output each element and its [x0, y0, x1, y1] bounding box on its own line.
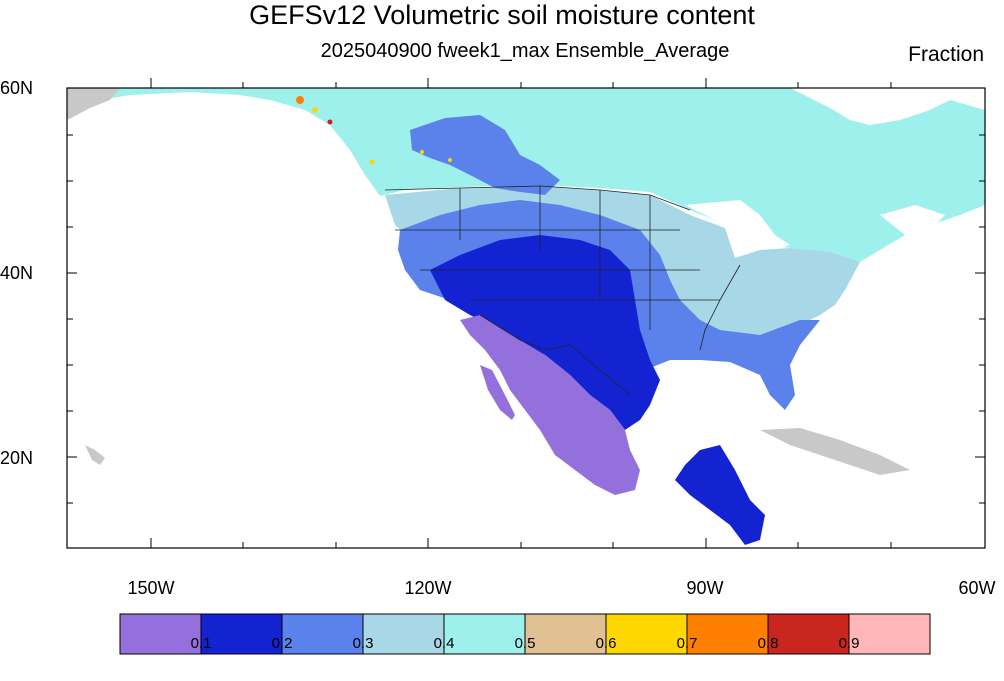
colorbar-swatch-3	[362, 613, 445, 655]
hotspot-6	[448, 158, 452, 162]
region-central-america-dark-blue	[675, 445, 765, 545]
lon-label-60w: 60W	[958, 578, 996, 598]
region-baja-purple	[480, 365, 515, 420]
colorbar-swatch-8	[767, 613, 850, 655]
colorbar-tick-label-3: 0.4	[433, 635, 455, 652]
lat-label-60n: 60N	[0, 78, 34, 98]
colorbar-swatch-9	[848, 613, 931, 655]
colorbar-tick-label-8: 0.9	[838, 635, 860, 652]
colorbar-swatch-4	[443, 613, 526, 655]
region-hawaii-grey	[85, 445, 105, 465]
region-caribbean-grey	[760, 428, 910, 475]
lon-label-120w: 120W	[404, 578, 452, 598]
lon-label-150w: 150W	[127, 578, 175, 598]
region-canada-blue-patch	[410, 115, 560, 195]
colorbar-swatch-6	[605, 613, 688, 655]
colorbar-tick-label-0: 0.1	[190, 635, 212, 652]
colorbar-tick-label-2: 0.3	[352, 635, 374, 652]
map-frame	[66, 87, 986, 549]
lat-label-40n: 40N	[0, 263, 34, 283]
colorbar-tick-label-1: 0.2	[271, 635, 293, 652]
map-title: GEFSv12 Volumetric soil moisture content	[249, 0, 755, 30]
region-purple	[460, 315, 640, 495]
boundaries	[384, 185, 741, 396]
hotspot-4	[369, 159, 375, 165]
colorbar-tick-label-5: 0.6	[595, 635, 617, 652]
colorbar-swatch-1	[200, 613, 283, 655]
colorbar-swatch-7	[686, 613, 769, 655]
region-dark-blue	[430, 235, 660, 430]
region-gulf-st-lawrence	[880, 205, 945, 235]
hotspot-3	[327, 119, 333, 125]
lon-label-90w: 90W	[686, 578, 724, 598]
map-ticks	[67, 78, 985, 548]
colorbar-tick-label-7: 0.8	[757, 635, 779, 652]
map-plot-area	[67, 88, 985, 548]
colorbar-swatch-5	[524, 613, 607, 655]
colorbar-swatch-0	[119, 613, 202, 655]
hotspot-1	[296, 96, 304, 104]
lat-label-20n: 20N	[0, 448, 34, 468]
region-great-lakes	[685, 200, 790, 265]
colorbar-tick-label-6: 0.7	[676, 635, 698, 652]
map-subtitle: 2025040900 fweek1_max Ensemble_Average	[320, 40, 730, 62]
colorbar-tick-label-4: 0.5	[514, 635, 536, 652]
region-alaska-grey	[67, 88, 120, 120]
hotspot-5	[420, 150, 424, 154]
hotspot-2	[312, 107, 318, 113]
colorbar	[119, 613, 931, 655]
region-hudson-bay	[790, 88, 985, 125]
units-label: Fraction	[908, 43, 984, 66]
